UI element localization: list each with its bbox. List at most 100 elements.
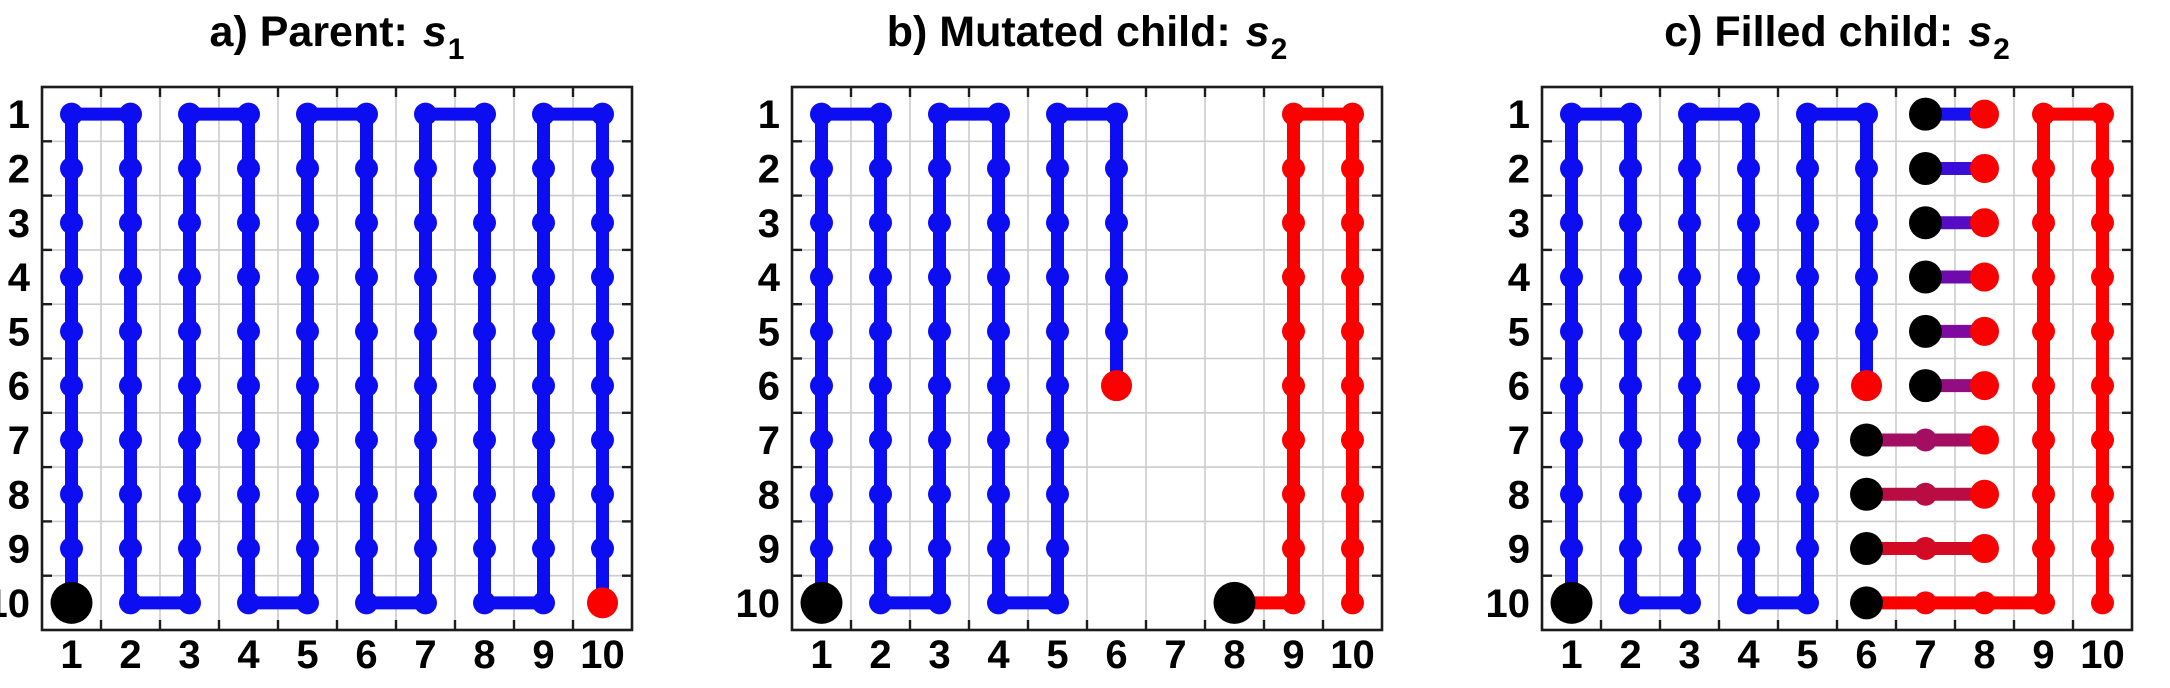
path-node-dot xyxy=(1105,211,1128,235)
path-node-dot xyxy=(1855,211,1878,235)
path-node-dot xyxy=(1678,374,1701,398)
path-node-dot xyxy=(928,537,951,561)
path-node-dot xyxy=(414,428,437,452)
path-node-dot xyxy=(473,265,496,289)
path-node-dot xyxy=(355,374,378,398)
path-node-dot xyxy=(1796,537,1819,561)
path-node-dot xyxy=(1737,482,1760,506)
x-tick-label: 9 xyxy=(1282,633,1304,677)
x-tick-label: 10 xyxy=(1330,633,1375,677)
path-node-dot xyxy=(237,482,260,506)
blue-end-marker xyxy=(1101,370,1132,402)
path-node-dot xyxy=(414,319,437,343)
path-node-dot xyxy=(1105,319,1128,343)
path-node-dot xyxy=(591,482,614,506)
path-node-dot xyxy=(473,374,496,398)
panel-b-title: b) Mutated child: s2 xyxy=(792,8,1382,74)
path-node-dot xyxy=(296,591,319,615)
path-node-dot xyxy=(1046,211,1069,235)
path-node-dot xyxy=(987,265,1010,289)
path-node-dot xyxy=(987,156,1010,180)
blue-end-marker xyxy=(1851,370,1882,402)
path-node-dot xyxy=(237,374,260,398)
path-node-dot xyxy=(2091,428,2114,452)
path-node-dot xyxy=(119,374,142,398)
panel-b-title-prefix: b) Mutated child: xyxy=(886,8,1243,56)
path-node-dot xyxy=(1560,537,1583,561)
path-node-dot xyxy=(355,482,378,506)
plot-border xyxy=(1540,85,2134,632)
path-node-dot xyxy=(1678,428,1701,452)
path-node-dot xyxy=(1619,482,1642,506)
path-node-dot xyxy=(1678,537,1701,561)
child-red-segment xyxy=(2037,107,2109,610)
path-node-dot xyxy=(1105,102,1128,126)
y-tick-label: 1 xyxy=(1508,93,1530,137)
y-tick-label: 1 xyxy=(8,93,30,137)
panel-c-title: c) Filled child: s2 xyxy=(1542,8,2132,74)
path-node-dot xyxy=(1560,102,1583,126)
path-node-dot xyxy=(2032,482,2055,506)
path-node-dot xyxy=(532,591,555,615)
x-tick-label: 6 xyxy=(355,633,377,677)
path-node-dot xyxy=(1796,374,1819,398)
plot-border xyxy=(790,85,1384,632)
x-tick-label: 1 xyxy=(60,633,82,677)
path-node-dot xyxy=(1046,591,1069,615)
path-node-dot xyxy=(2091,591,2114,615)
path-node-dot xyxy=(1341,537,1364,561)
path-node-dot xyxy=(1619,211,1642,235)
path-node-dot xyxy=(869,319,892,343)
path-node-dot xyxy=(237,319,260,343)
path-node-dot xyxy=(928,102,951,126)
path-node-dot xyxy=(2032,156,2055,180)
path-node-dot xyxy=(810,319,833,343)
path-node-dot xyxy=(1914,537,1937,561)
path-node-dot xyxy=(1046,319,1069,343)
path-node-dot xyxy=(473,102,496,126)
fill-start-marker-row3 xyxy=(1909,206,1942,240)
path-node-dot xyxy=(178,374,201,398)
path-node-dot xyxy=(2032,537,2055,561)
x-tick-label: 7 xyxy=(1164,633,1186,677)
path-node-dot xyxy=(987,319,1010,343)
path-node-dot xyxy=(987,211,1010,235)
y-tick-label: 4 xyxy=(8,256,31,300)
path-node-dot xyxy=(1678,319,1701,343)
path-node-dot xyxy=(1855,319,1878,343)
path-node-dot xyxy=(1855,265,1878,289)
path-node-dot xyxy=(591,102,614,126)
path-node-dot xyxy=(1737,102,1760,126)
fill-end-marker-row6 xyxy=(1970,371,1999,401)
y-tick-label: 1 xyxy=(758,93,780,137)
path-node-dot xyxy=(1678,102,1701,126)
path-node-dot xyxy=(178,102,201,126)
path-node-dot xyxy=(473,591,496,615)
x-tick-label: 3 xyxy=(178,633,200,677)
path-node-dot xyxy=(2091,374,2114,398)
path-node-dot xyxy=(119,265,142,289)
y-tick-label: 6 xyxy=(1508,365,1530,409)
path-node-dot xyxy=(296,537,319,561)
path-node-dot xyxy=(1341,591,1364,615)
y-tick-label: 3 xyxy=(1508,202,1530,246)
path-node-dot xyxy=(178,428,201,452)
path-node-dot xyxy=(1737,537,1760,561)
path-node-dot xyxy=(119,211,142,235)
path-node-dot xyxy=(1796,591,1819,615)
x-tick-label: 10 xyxy=(2080,633,2125,677)
y-tick-label: 10 xyxy=(1486,582,1531,626)
path-end-marker xyxy=(587,587,618,619)
path-node-dot xyxy=(119,537,142,561)
path-node-dot xyxy=(237,156,260,180)
fill-start-marker-row5 xyxy=(1909,314,1942,348)
path-node-dot xyxy=(869,265,892,289)
path-node-dot xyxy=(60,156,83,180)
y-tick-label: 3 xyxy=(758,202,780,246)
path-node-dot xyxy=(119,319,142,343)
path-node-dot xyxy=(1341,156,1364,180)
x-tick-label: 3 xyxy=(1678,633,1700,677)
panel-a-title: a) Parent: s1 xyxy=(42,8,632,74)
y-tick-label: 10 xyxy=(736,582,781,626)
